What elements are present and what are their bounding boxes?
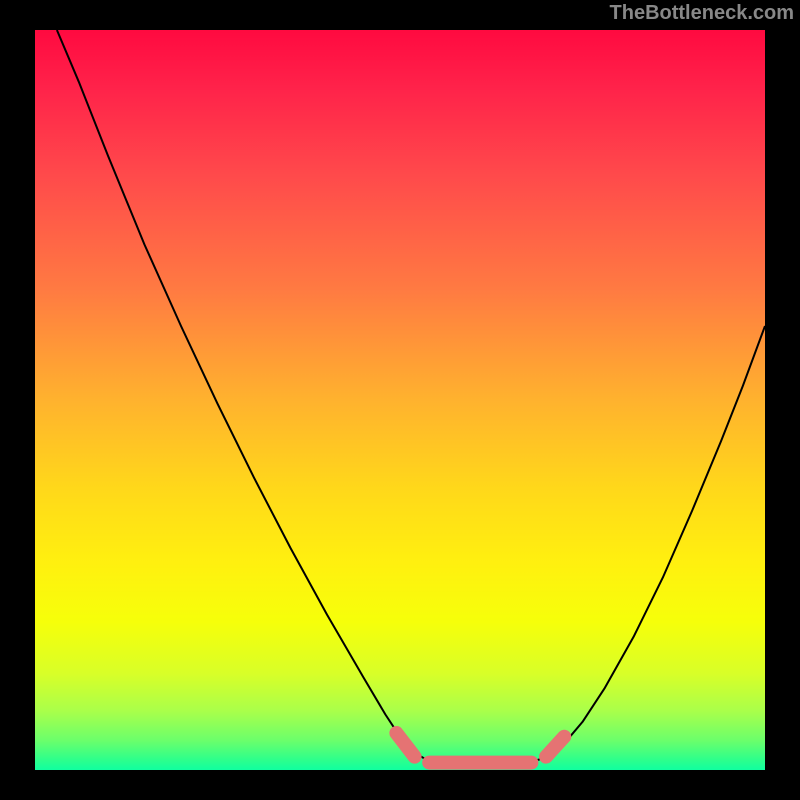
chart-root: TheBottleneck.com [0,0,800,800]
gradient-background [35,30,765,770]
plot-area [35,30,765,770]
watermark-text: TheBottleneck.com [610,2,794,25]
